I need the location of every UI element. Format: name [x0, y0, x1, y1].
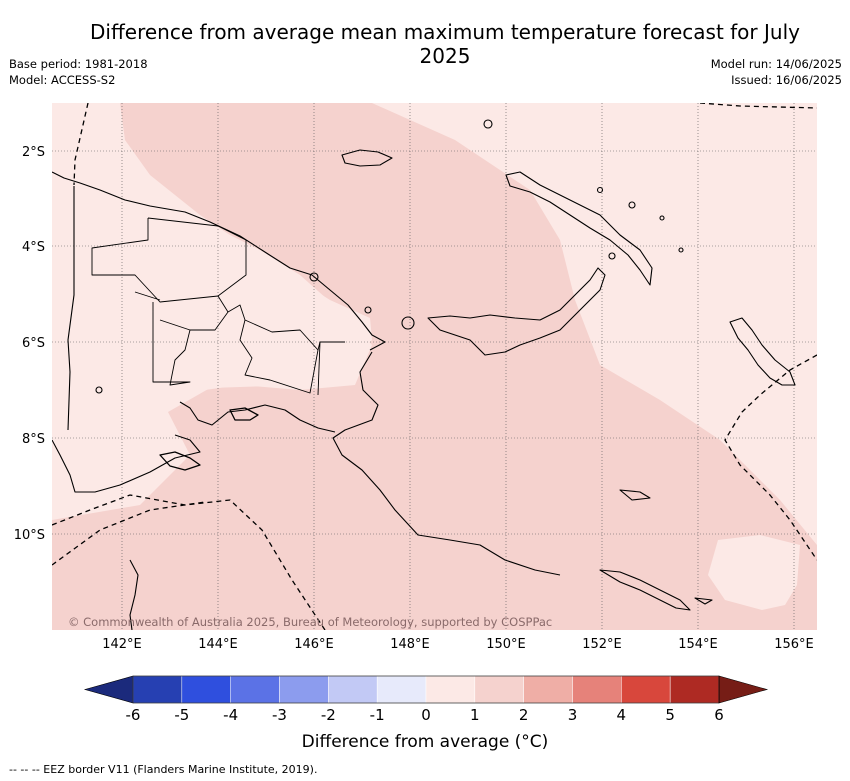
small-island [608, 252, 616, 260]
lon-tick-label: 156°E [774, 637, 814, 652]
colorbar-segment [376, 675, 427, 704]
colorbar-segment [230, 675, 280, 704]
lat-tick-label: 10°S [14, 528, 45, 543]
anomaly-zone-0-1-highlands [52, 175, 372, 480]
small-island [483, 119, 493, 129]
colorbar-segment [621, 675, 671, 704]
lat-tick-label: 4°S [22, 240, 45, 255]
colorbar-segment [669, 675, 720, 704]
manus-island [341, 149, 393, 167]
model-text: Model: ACCESS-S2 [9, 73, 116, 87]
new-britain [427, 267, 606, 356]
lon-tick-label: 154°E [678, 637, 718, 652]
fly-river-delta [159, 407, 259, 471]
eez-footnote: -- -- -- EEZ border V11 (Flanders Marine… [9, 763, 318, 776]
small-island [309, 272, 319, 282]
colorbar-tick-label: 5 [665, 706, 675, 724]
lon-tick-label: 152°E [582, 637, 622, 652]
colorbar-tick-label: 0 [421, 706, 431, 724]
anomaly-zone-1-2 [52, 103, 817, 630]
meta-right: Model run: 14/06/2025 Issued: 16/06/2025 [711, 56, 842, 88]
colorbar-extend-low [83, 675, 134, 704]
copyright-text: © Commonwealth of Australia 2025, Bureau… [68, 615, 552, 629]
meta-left: Base period: 1981-2018 Model: ACCESS-S2 [9, 56, 148, 88]
new-guinea-north-coast [52, 171, 386, 351]
small-island [659, 215, 665, 221]
issued-text: Issued: 16/06/2025 [731, 73, 842, 87]
eez-borders [52, 103, 817, 630]
colorbar-labels: -6 -5 -4 -3 -2 -1 0 1 2 3 4 5 6 [126, 706, 724, 724]
colorbar-tick-label: -6 [126, 706, 141, 724]
lat-tick-label: 8°S [22, 432, 45, 447]
colorbar-tick-label: -4 [223, 706, 238, 724]
bougainville [729, 317, 796, 386]
lon-tick-label: 142°E [102, 637, 142, 652]
lon-tick-label: 148°E [390, 637, 430, 652]
small-island [364, 306, 372, 314]
lat-axis: 2°S 4°S 6°S 8°S 10°S [14, 145, 45, 543]
lon-tick-label: 150°E [486, 637, 526, 652]
anomaly-zone-0-1-southeast [708, 535, 800, 610]
colorbar-tick-label: 1 [470, 706, 480, 724]
model-run-text: Model run: 14/06/2025 [710, 57, 842, 71]
small-island [628, 201, 636, 209]
colorbar-tick-label: -1 [370, 706, 385, 724]
colorbar-segment [132, 675, 183, 704]
colorbar [83, 675, 769, 704]
colorbar-segment [425, 675, 476, 704]
milne-bay-islands [599, 489, 713, 611]
torres-coast [52, 434, 201, 493]
lat-tick-label: 6°S [22, 336, 45, 351]
colorbar-title: Difference from average (°C) [301, 732, 549, 752]
colorbar-tick-label: 6 [714, 706, 724, 724]
small-island [95, 386, 103, 394]
colorbar-tick-label: -2 [321, 706, 336, 724]
colorbar-segment [474, 675, 524, 704]
base-period-text: Base period: 1981-2018 [9, 57, 148, 71]
colorbar-segment [523, 675, 573, 704]
chart-title: Difference from average mean maximum tem… [90, 20, 800, 68]
colorbar-tick-label: -3 [272, 706, 287, 724]
colorbar-segment [181, 675, 231, 704]
map-area: © Commonwealth of Australia 2025, Bureau… [52, 103, 817, 630]
colorbar-segment [279, 675, 329, 704]
colorbar-tick-label: 4 [617, 706, 627, 724]
new-guinea-south-coast [179, 401, 336, 433]
colorbar-segment [572, 675, 622, 704]
coastlines [52, 119, 796, 630]
small-island [596, 186, 604, 194]
png-border [67, 186, 75, 431]
colorbar-tick-label: 3 [568, 706, 578, 724]
new-ireland [505, 171, 653, 286]
colorbar-tick-label: 2 [519, 706, 529, 724]
cape-york-coast [129, 559, 139, 630]
lon-tick-label: 144°E [198, 637, 238, 652]
province-boundaries [91, 217, 345, 396]
small-island [401, 316, 415, 330]
new-guinea-east-coast [332, 351, 561, 576]
lat-tick-label: 2°S [22, 145, 45, 160]
colorbar-outline [132, 675, 720, 704]
colorbar-segment [328, 675, 378, 704]
lon-tick-label: 146°E [294, 637, 334, 652]
colorbar-extend-high [718, 675, 769, 704]
lon-axis: 142°E 144°E 146°E 148°E 150°E 152°E 154°… [102, 637, 814, 652]
small-island [678, 247, 684, 253]
colorbar-tick-label: -5 [174, 706, 189, 724]
